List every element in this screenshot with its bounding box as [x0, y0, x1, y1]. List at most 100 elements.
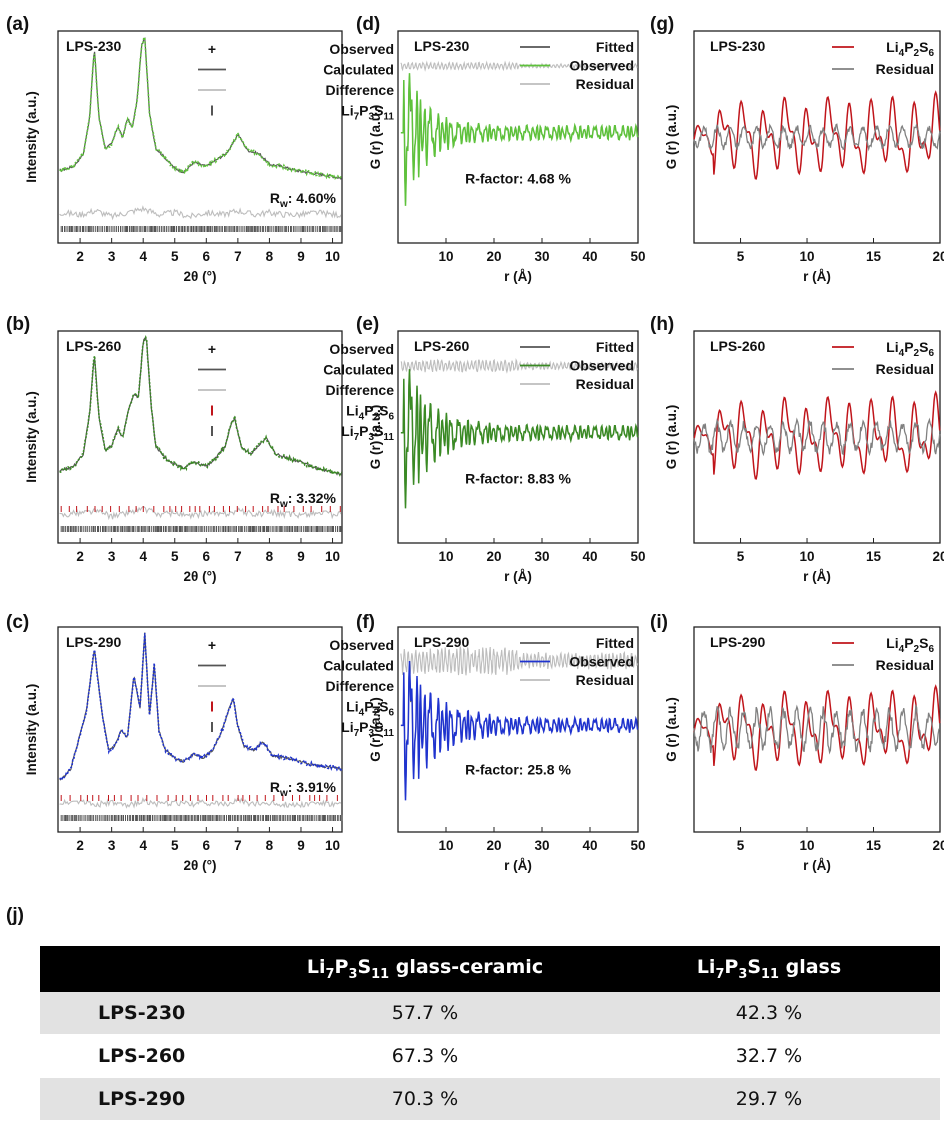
x-tick-label: 20: [932, 249, 944, 264]
x-tick-label: 20: [932, 838, 944, 853]
x-axis-label: r (Å): [504, 569, 532, 584]
x-axis-label: r (Å): [803, 858, 831, 873]
x-tick-label: 2: [76, 249, 84, 264]
legend-label: Observed: [329, 41, 394, 57]
x-tick-label: 5: [171, 549, 179, 564]
legend-label: Residual: [576, 672, 634, 688]
sample-label: LPS-230: [66, 38, 121, 54]
x-axis-label: r (Å): [504, 858, 532, 873]
x-tick-label: 3: [108, 549, 116, 564]
xrd-panel-a: (a) 2 3 4 5 6 7 8 9 10 2θ (°) Intensity (a.u.) LPS-2…: [6, 14, 394, 284]
x-tick-label: 10: [438, 249, 453, 264]
x-axis-label: 2θ (°): [184, 569, 217, 584]
observed-series: [400, 73, 639, 206]
residual-line: [693, 417, 941, 457]
x-tick-label: 6: [203, 249, 211, 264]
sample-label: LPS-260: [710, 338, 765, 354]
partial-pdf-panel-g: (g) 5 10 15 20 r (Å) G (r) (a.u.) LPS-230 Li4P2S…: [650, 14, 944, 284]
legend-label: Difference: [326, 382, 395, 398]
partial-pdf-panel-h: (h) 5 10 15 20 r (Å) G (r) (a.u.) LPS-260 Li4P2S…: [650, 314, 944, 584]
x-tick-label: 10: [800, 549, 815, 564]
y-axis-label: G (r) (a.u.): [664, 405, 679, 470]
legend-label: Difference: [326, 678, 395, 694]
panel-letter: (g): [650, 14, 674, 35]
legend-label: Residual: [876, 61, 934, 77]
r-factor-annotation: R-factor: 4.68 %: [465, 171, 571, 187]
x-tick-label: 6: [203, 549, 211, 564]
x-tick-label: 9: [297, 549, 305, 564]
panel-letter: (d): [356, 14, 380, 35]
plot-frame: [57, 30, 343, 244]
x-tick-label: 6: [203, 838, 211, 853]
table-row: LPS-290 70.3 % 29.7 %: [40, 1077, 940, 1121]
difference-line: [59, 796, 342, 809]
legend-entry: Residual: [832, 361, 934, 377]
x-tick-label: 5: [737, 549, 745, 564]
legend-entry: Residual: [520, 376, 634, 392]
x-tick-label: 40: [582, 838, 597, 853]
legend-entry: Residual: [520, 76, 634, 92]
legend-label: Li7P3S11: [341, 103, 394, 123]
panel-letter: (h): [650, 314, 674, 335]
x-tick-label: 10: [325, 249, 340, 264]
glass-fraction: 32.7 %: [598, 1034, 940, 1078]
plot-frame: [57, 330, 343, 544]
legend-label: Residual: [576, 376, 634, 392]
legend-label: Li4P2S6: [346, 699, 394, 719]
x-tick-label: 30: [534, 838, 549, 853]
row-sample: LPS-230: [40, 992, 252, 1035]
x-tick-label: 5: [737, 838, 745, 853]
xrd-panel-c: (c) 2 3 4 5 6 7 8 9 10 2θ (°) Intensity (a.u.) LPS-2…: [6, 612, 394, 873]
observed-series: [59, 334, 342, 477]
x-tick-label: 30: [534, 249, 549, 264]
y-axis-label: Intensity (a.u.): [24, 391, 39, 483]
legend-entry: + Observed: [208, 41, 394, 57]
x-tick-label: 7: [234, 249, 242, 264]
x-axis-label: r (Å): [803, 269, 831, 284]
x-tick-label: 10: [438, 549, 453, 564]
rw-annotation: Rw: 3.91%: [270, 779, 337, 799]
reflection-ticks-li7p3s11: [60, 226, 342, 232]
sample-label: LPS-290: [66, 634, 121, 650]
legend-entry: Observed: [520, 654, 634, 670]
x-axis-label: 2θ (°): [184, 269, 217, 284]
x-tick-label: 40: [582, 549, 597, 564]
figure-panels: (a) 2 3 4 5 6 7 8 9 10 2θ (°) Intensity (a.u.) LPS-2…: [6, 14, 944, 873]
x-tick-label: 4: [139, 249, 147, 264]
legend-entry: Residual: [832, 657, 934, 673]
x-tick-label: 15: [866, 838, 882, 853]
legend-label: Li7P3S11: [341, 423, 394, 443]
y-axis-label: G (r) (a.u.): [368, 105, 383, 170]
y-axis-label: G (r) (a.u.): [664, 697, 679, 762]
x-axis-label: 2θ (°): [184, 858, 217, 873]
legend-label: Li7P3S11: [341, 719, 394, 739]
legend-label: Residual: [876, 361, 934, 377]
glass-ceramic-fraction: 57.7 %: [252, 992, 598, 1035]
glass-fraction: 29.7 %: [598, 1077, 940, 1121]
legend-label: Calculated: [323, 362, 394, 378]
legend-label: Calculated: [323, 658, 394, 674]
panel-letter-j: (j): [6, 905, 24, 926]
panel-letter: (e): [356, 314, 379, 335]
legend-entry: Li4P2S6: [832, 339, 934, 359]
observed-series: [59, 36, 343, 180]
legend-entry: + Observed: [208, 637, 394, 653]
legend-label: Observed: [569, 654, 634, 670]
x-tick-label: 15: [866, 549, 882, 564]
legend-entry: Li4P2S6: [211, 699, 394, 719]
legend-entry: Observed: [520, 358, 634, 374]
legend-label: Residual: [876, 657, 934, 673]
reflection-ticks-li7p3s11: [60, 815, 343, 821]
x-tick-label: 8: [266, 838, 274, 853]
x-tick-label: 20: [486, 838, 501, 853]
table-header-empty: [40, 946, 252, 992]
x-tick-label: 10: [800, 838, 815, 853]
legend-label: Observed: [329, 341, 394, 357]
pdf-panel-d: (d) 10 20 30 40 50 r (Å) G (r) (a.u.) LPS-230 Fit…: [356, 14, 646, 284]
legend-entry: Li7P3S11: [211, 719, 394, 739]
x-tick-label: 10: [325, 838, 340, 853]
row-sample: LPS-290: [40, 1077, 252, 1121]
legend-label: Observed: [329, 637, 394, 653]
x-tick-label: 4: [139, 838, 147, 853]
panel-letter: (i): [650, 612, 668, 633]
